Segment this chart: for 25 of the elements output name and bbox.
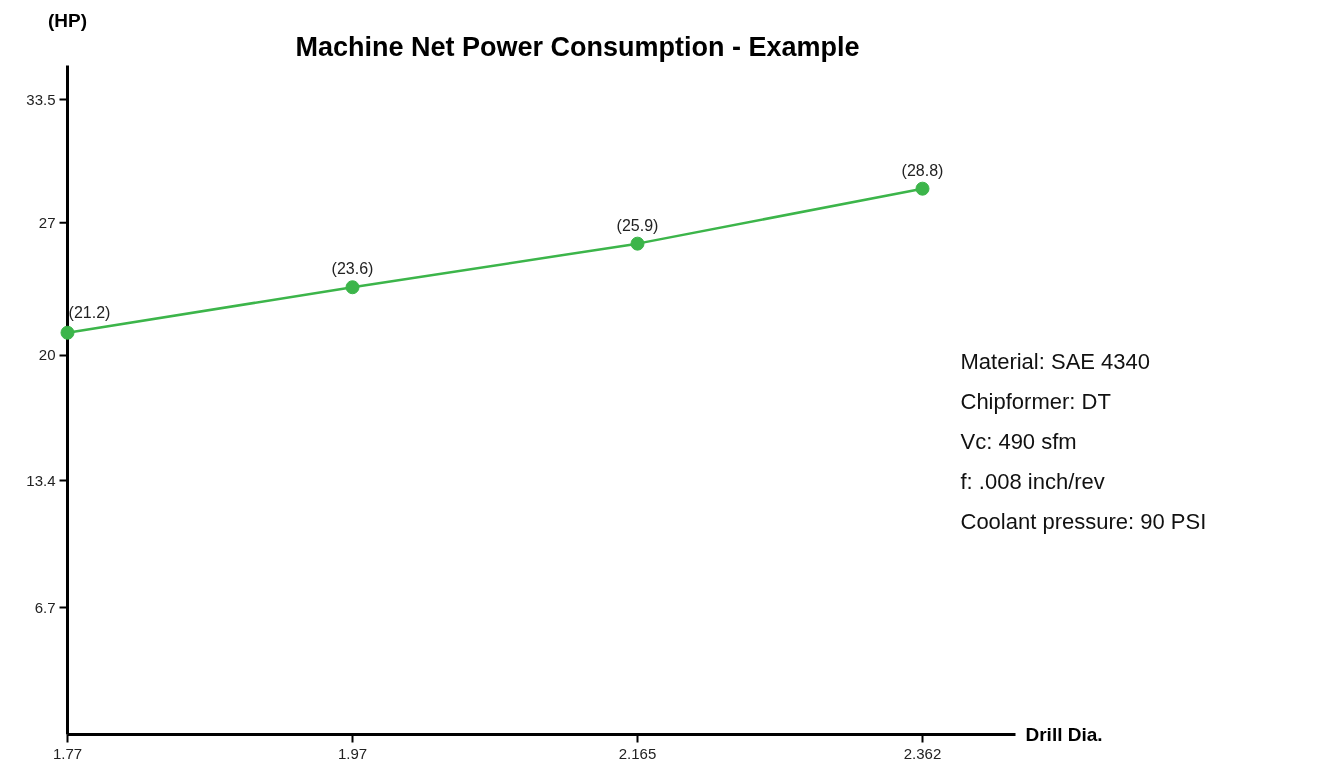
annotation: Material: SAE 4340 bbox=[960, 349, 1151, 374]
data-label: (23.6) bbox=[331, 260, 374, 278]
x-tick-label: 2.362 bbox=[903, 744, 942, 762]
x-axis-title: Drill Dia. bbox=[1025, 724, 1103, 745]
data-label: (21.2) bbox=[68, 303, 111, 321]
chart-title: Machine Net Power Consumption - Example bbox=[295, 31, 860, 62]
x-tick-label: 1.77 bbox=[52, 744, 83, 762]
x-tick-label: 1.97 bbox=[337, 744, 368, 762]
y-tick-label: 20 bbox=[38, 346, 56, 364]
y-tick-label: 6.7 bbox=[34, 598, 56, 616]
y-axis-title: (HP) bbox=[47, 10, 88, 31]
y-tick-label: 13.4 bbox=[26, 471, 56, 489]
annotation: Coolant pressure: 90 PSI bbox=[960, 509, 1207, 534]
x-tick-label: 2.165 bbox=[618, 744, 657, 762]
point bbox=[60, 325, 75, 340]
point bbox=[630, 236, 645, 251]
annotation: Chipformer: DT bbox=[960, 389, 1111, 414]
point bbox=[915, 181, 930, 196]
annotation: f: .008 inch/rev bbox=[960, 469, 1105, 494]
point bbox=[345, 280, 360, 295]
data-label: (25.9) bbox=[616, 216, 659, 234]
data-label: (28.8) bbox=[901, 161, 944, 179]
y-tick-label: 33.5 bbox=[26, 90, 56, 108]
y-tick-label: 27 bbox=[38, 213, 56, 231]
annotation: Vc: 490 sfm bbox=[960, 429, 1077, 454]
